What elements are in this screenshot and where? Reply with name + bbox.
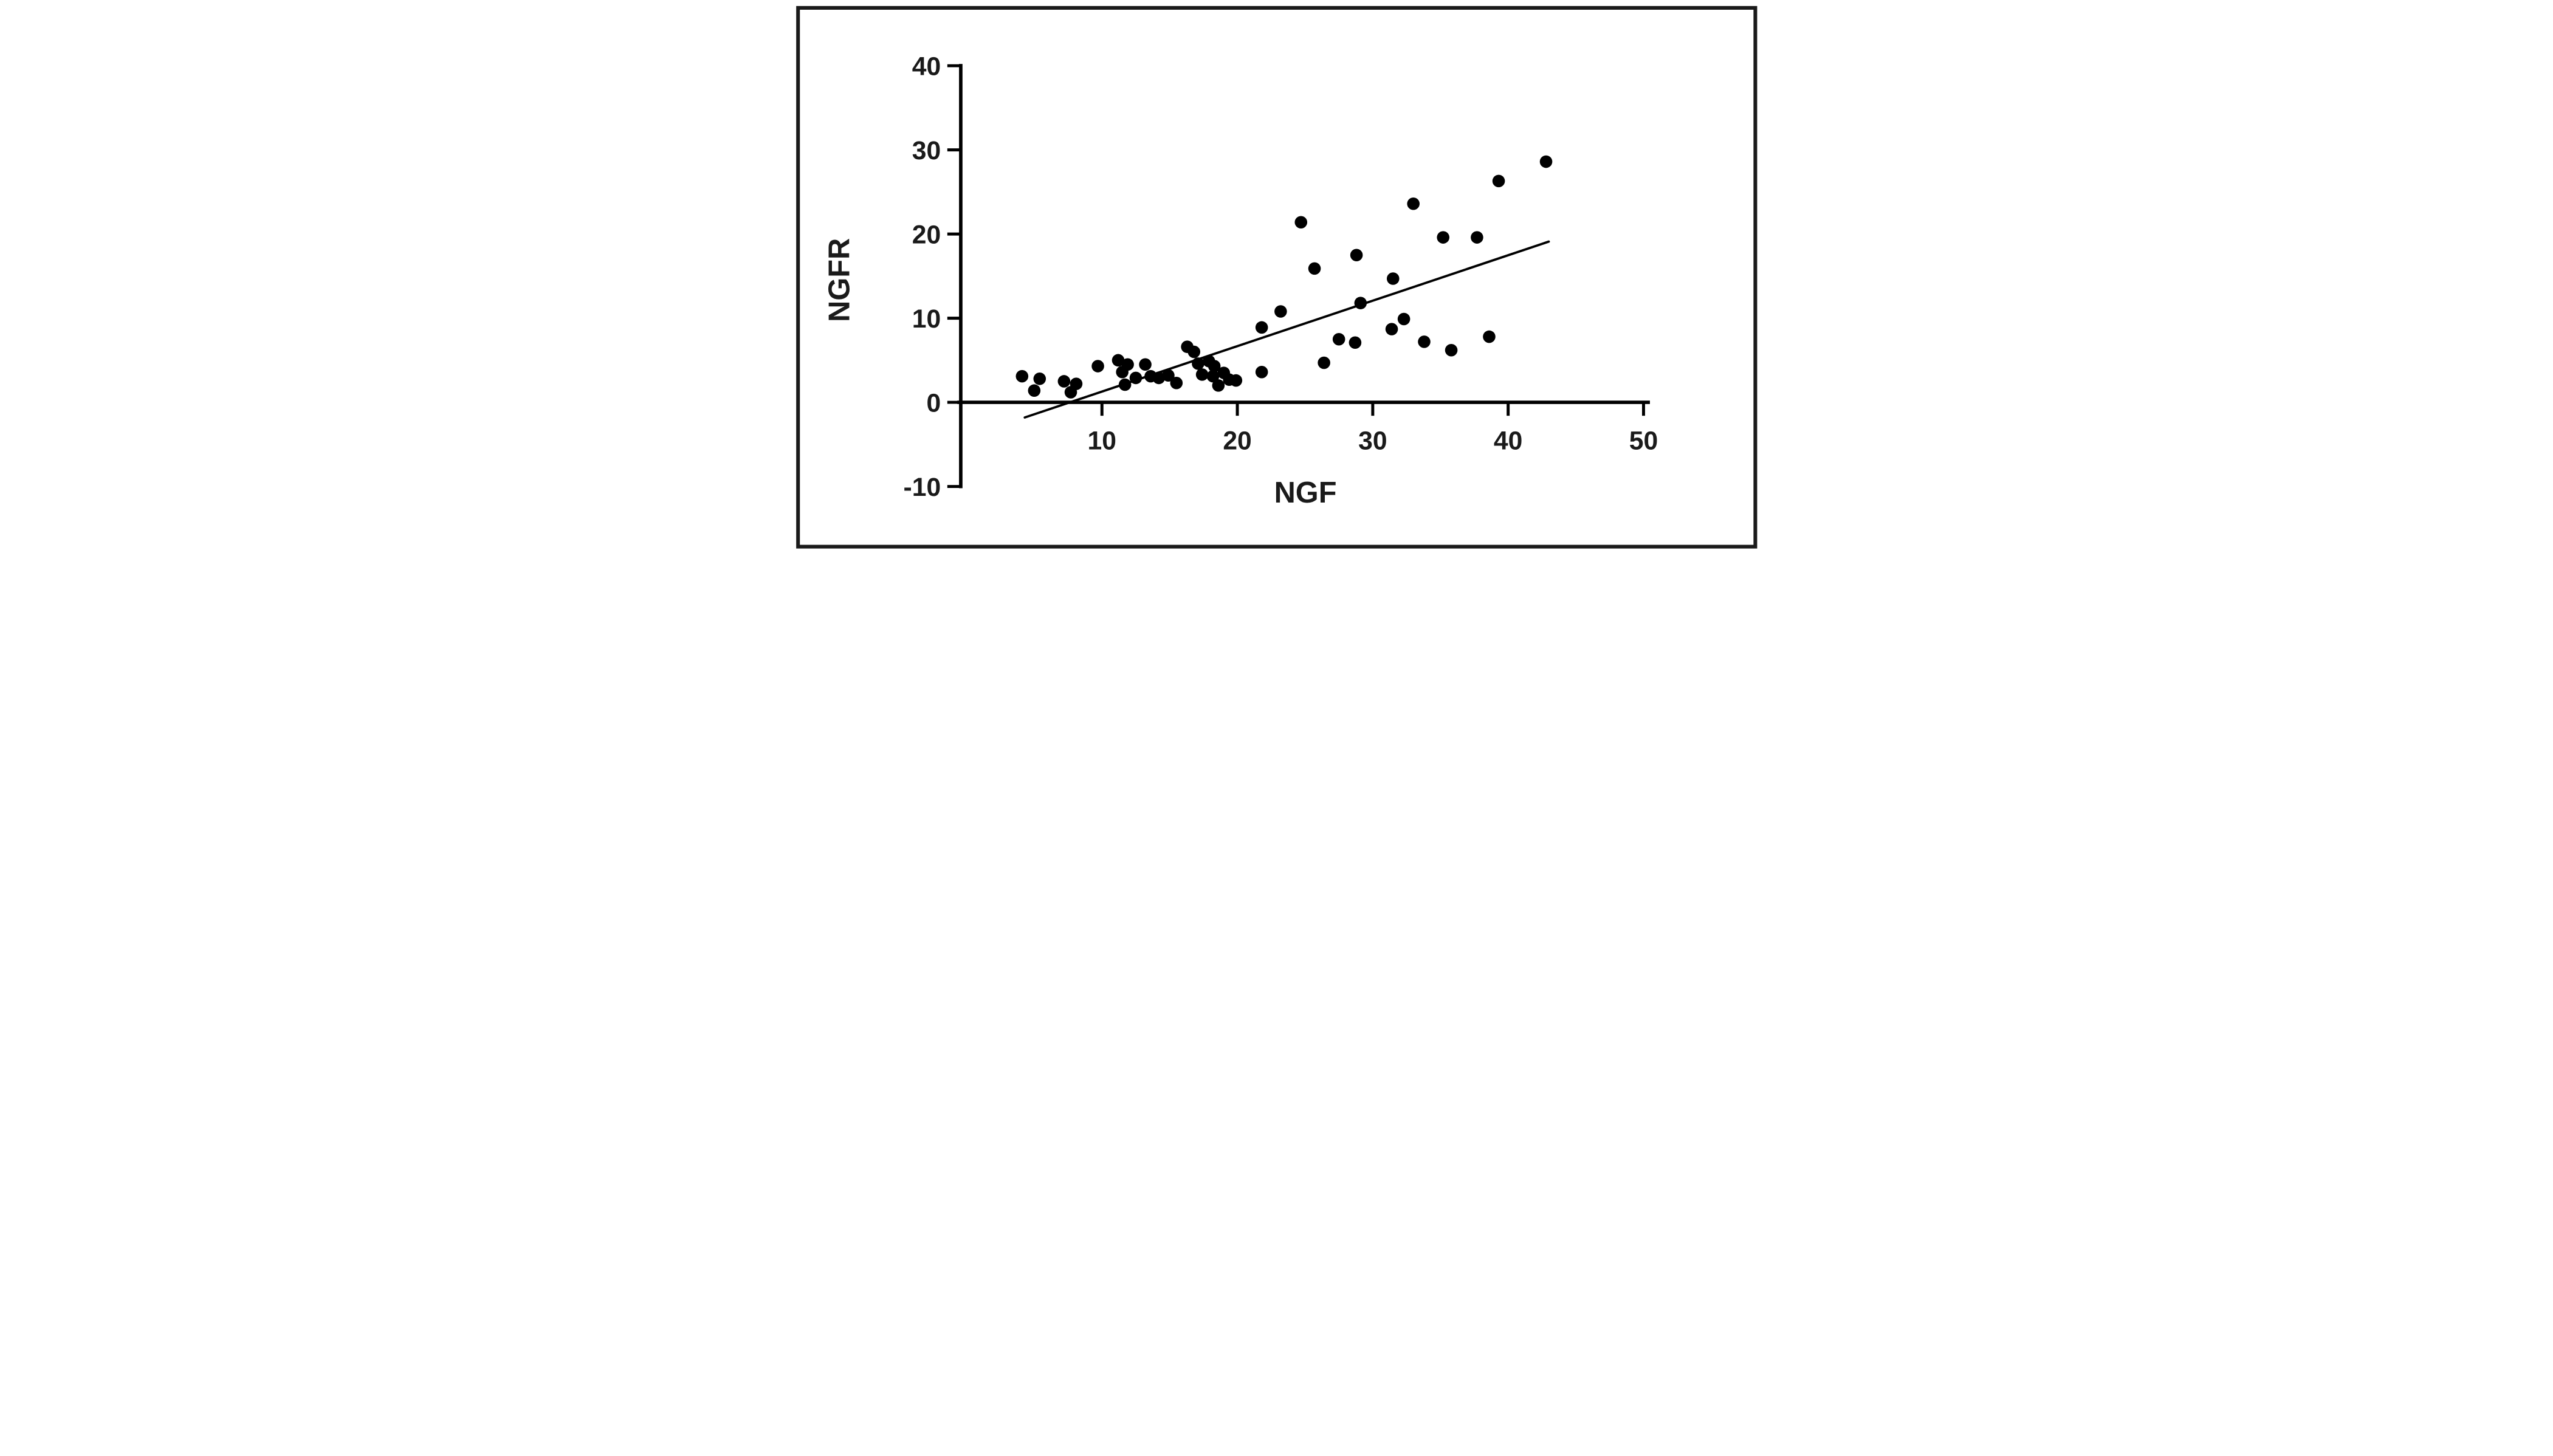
data-point xyxy=(1015,369,1028,383)
data-point xyxy=(1138,358,1152,371)
x-tick-label: 30 xyxy=(1358,426,1387,455)
data-point xyxy=(1482,330,1496,343)
axes-layer: -10 0 10 20 30 40 10 20 30 40 50 xyxy=(903,52,1658,501)
data-point xyxy=(1406,197,1420,210)
data-point xyxy=(1255,321,1268,334)
data-point xyxy=(1057,375,1070,388)
scatter-chart: -10 0 10 20 30 40 10 20 30 40 50 NGF NGFR xyxy=(790,0,1763,555)
y-tick-label: 0 xyxy=(926,388,941,417)
data-point xyxy=(1274,305,1287,318)
data-point xyxy=(1349,336,1361,349)
data-point xyxy=(1064,386,1077,399)
data-point xyxy=(1436,231,1449,244)
data-point xyxy=(1417,335,1431,348)
y-tick-label: -10 xyxy=(903,473,941,502)
data-point xyxy=(1115,365,1129,379)
data-point xyxy=(1492,174,1505,188)
data-point xyxy=(1118,378,1131,391)
data-point xyxy=(1033,373,1046,385)
data-point xyxy=(1350,249,1362,262)
data-point xyxy=(1161,369,1175,382)
data-point xyxy=(1470,231,1483,244)
regression-line xyxy=(1023,240,1550,419)
x-tick-label: 50 xyxy=(1629,426,1657,455)
y-tick-label: 20 xyxy=(912,220,940,249)
data-point xyxy=(1152,371,1165,385)
data-point xyxy=(1112,354,1124,367)
data-point xyxy=(1539,155,1552,168)
data-point xyxy=(1397,312,1410,326)
data-point xyxy=(1091,360,1104,373)
data-point xyxy=(1170,376,1183,390)
data-point xyxy=(1332,332,1345,346)
figure-background xyxy=(790,0,1763,555)
data-point xyxy=(1129,371,1142,385)
y-axis-title: NGFR xyxy=(823,238,856,322)
trend-line-layer xyxy=(1023,240,1550,419)
y-tick-label: 30 xyxy=(912,136,940,165)
data-point xyxy=(1195,368,1208,381)
data-point xyxy=(1308,262,1321,275)
data-point xyxy=(1255,365,1268,379)
data-point xyxy=(1385,323,1398,335)
data-points-layer xyxy=(1015,155,1552,399)
data-point xyxy=(1212,379,1225,392)
data-point xyxy=(1386,272,1400,285)
data-point xyxy=(1294,216,1307,229)
figure-container: -10 0 10 20 30 40 10 20 30 40 50 NGF NGFR xyxy=(790,0,1763,555)
data-point xyxy=(1445,343,1457,357)
x-tick-label: 10 xyxy=(1087,426,1116,455)
x-axis-title: NGF xyxy=(1274,476,1336,509)
y-tick-label: 40 xyxy=(912,52,940,81)
data-point xyxy=(1229,374,1242,387)
data-point xyxy=(1208,360,1220,373)
figure-border xyxy=(795,5,1757,549)
data-point xyxy=(1354,297,1367,309)
x-tick-label: 40 xyxy=(1493,426,1522,455)
data-point xyxy=(1028,384,1040,397)
data-point xyxy=(1187,345,1200,359)
y-tick-label: 10 xyxy=(912,304,940,334)
data-point xyxy=(1317,356,1330,369)
data-point xyxy=(1206,369,1219,383)
data-point xyxy=(1191,357,1204,370)
x-tick-label: 20 xyxy=(1223,426,1251,455)
